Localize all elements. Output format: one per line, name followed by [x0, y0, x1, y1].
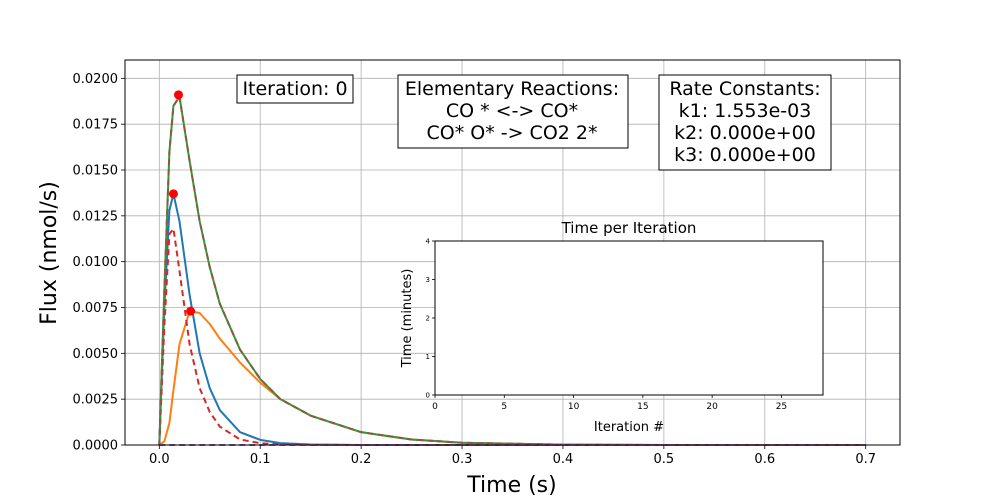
- inset-x-ticks: 0 5 10 15 20 25: [432, 395, 787, 412]
- main-peak-markers: [168, 90, 196, 316]
- main-y-axis-label: Flux (nmol/s): [37, 181, 62, 325]
- rate-constant-k3: k3: 0.000e+00: [674, 144, 816, 166]
- rate-constant-k1: k1: 1.553e-03: [679, 100, 812, 122]
- iteration-box-frame: [236, 74, 354, 104]
- inset-y-axis-label: Time (minutes): [400, 269, 415, 369]
- main-y-tick-label: 0.0050: [73, 347, 119, 362]
- main-y-tick-label: 0.0075: [73, 301, 119, 316]
- rate-constants-box: Rate Constants: k1: 1.553e-03 k2: 0.000e…: [658, 74, 832, 171]
- inset-x-tick-label: 0: [432, 402, 438, 412]
- main-x-tick-label: 0.6: [754, 452, 775, 467]
- iteration-text: Iteration: 0: [242, 78, 347, 100]
- inset-x-tick-label: 25: [776, 402, 787, 412]
- iteration-box: Iteration: 0: [236, 74, 354, 104]
- main-x-tick-label: 0.1: [250, 452, 271, 467]
- main-y-tick-label: 0.0000: [73, 439, 119, 454]
- reaction-1: CO * <-> CO*: [446, 100, 578, 122]
- inset-x-axis-label: Iteration #: [594, 420, 664, 435]
- peak-marker-1: [168, 189, 178, 199]
- reactions-title: Elementary Reactions:: [405, 78, 619, 100]
- inset-y-tick-label: 2: [426, 315, 430, 323]
- main-y-tick-label: 0.0125: [73, 209, 119, 224]
- inset-x-tick-label: 15: [637, 402, 648, 412]
- main-x-axis-label: Time (s): [466, 473, 556, 498]
- inset-chart: 0 5 10 15 20 25 0 1 2 3 4 Time per Iteration Iter…: [400, 219, 824, 435]
- main-y-ticks: 0.0000 0.0025 0.0050 0.0075 0.0100 0.0125 0.01…: [73, 72, 125, 454]
- main-y-tick-label: 0.0150: [73, 164, 119, 179]
- inset-y-tick-label: 3: [426, 276, 430, 284]
- main-x-tick-label: 0.3: [452, 452, 473, 467]
- inset-plot-frame: [434, 240, 824, 396]
- main-x-tick-label: 0.0: [149, 452, 170, 467]
- inset-title: Time per Iteration: [561, 219, 697, 237]
- inset-x-tick-label: 20: [706, 402, 718, 412]
- peak-marker-2: [173, 90, 183, 100]
- main-x-tick-label: 0.5: [654, 452, 675, 467]
- inset-x-tick-label: 5: [501, 402, 507, 412]
- rate-constants-title: Rate Constants:: [669, 78, 820, 100]
- main-x-tick-label: 0.2: [351, 452, 372, 467]
- inset-y-tick-label: 1: [426, 353, 430, 361]
- main-x-tick-label: 0.7: [855, 452, 876, 467]
- reactions-box-frame: [397, 74, 629, 149]
- inset-y-ticks: 0 1 2 3 4: [426, 238, 435, 400]
- inset-x-tick-label: 10: [568, 402, 580, 412]
- main-y-tick-label: 0.0100: [73, 255, 119, 270]
- inset-y-tick-label: 0: [426, 392, 430, 400]
- main-y-tick-label: 0.0200: [73, 72, 119, 87]
- rate-constants-box-frame: [658, 74, 832, 171]
- main-x-ticks: 0.0 0.1 0.2 0.3 0.4 0.5 0.6 0.7: [149, 445, 876, 467]
- peak-marker-3: [186, 306, 196, 316]
- rate-constant-k2: k2: 0.000e+00: [674, 122, 816, 144]
- main-x-tick-label: 0.4: [553, 452, 574, 467]
- reaction-2: CO* O* -> CO2 2*: [426, 122, 597, 144]
- main-y-tick-label: 0.0175: [73, 118, 119, 133]
- reactions-box: Elementary Reactions: CO * <-> CO* CO* O…: [397, 74, 629, 149]
- inset-y-tick-label: 4: [426, 238, 431, 246]
- main-y-tick-label: 0.0025: [73, 393, 119, 408]
- main-plot-frame: [124, 59, 901, 446]
- series-line-5: [158, 95, 866, 446]
